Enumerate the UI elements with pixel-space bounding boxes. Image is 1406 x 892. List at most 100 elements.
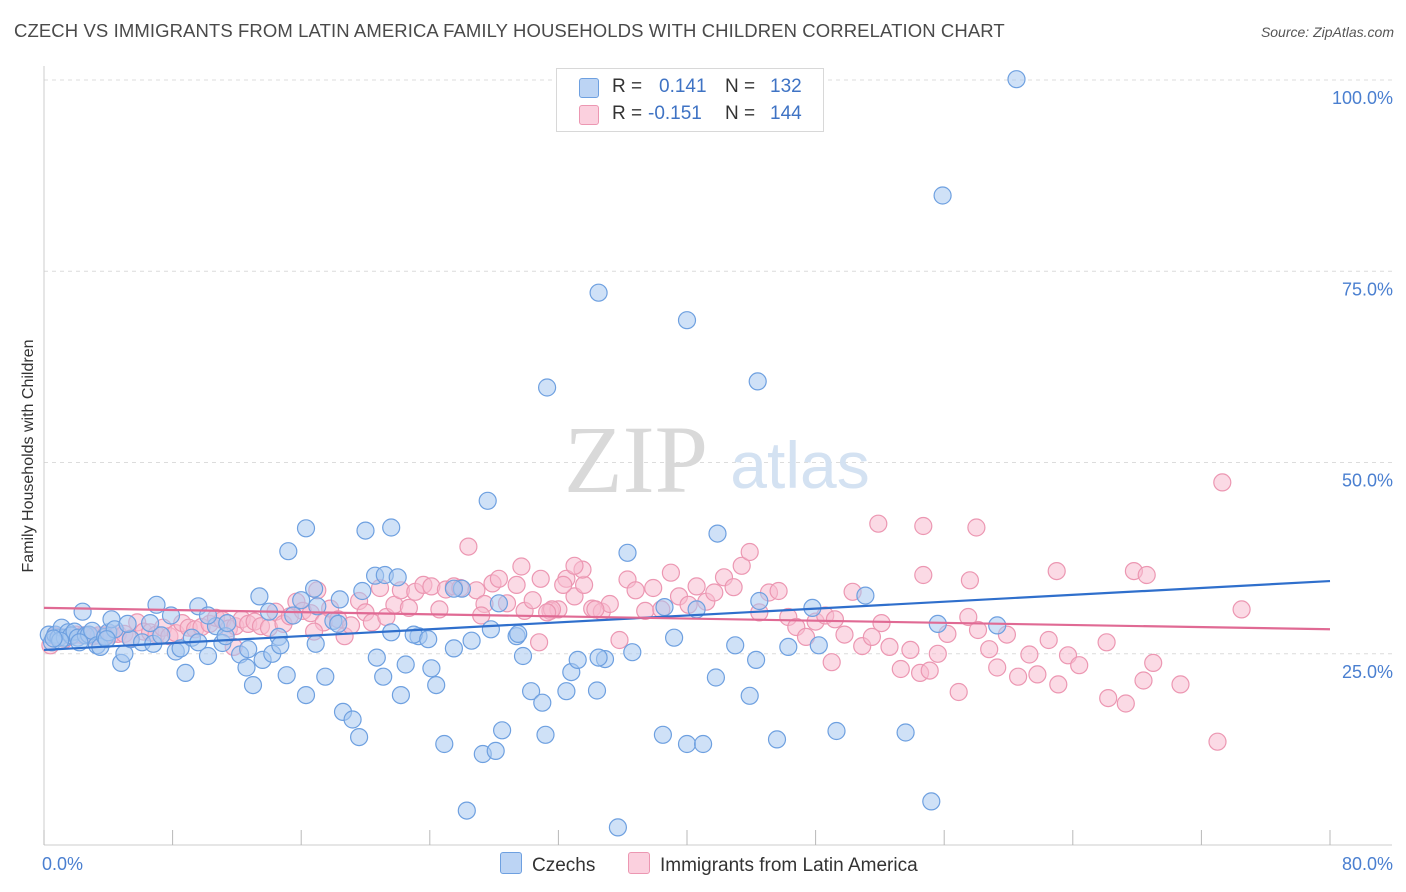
data-point-latin-america xyxy=(1208,732,1227,751)
data-point-czechs xyxy=(382,518,401,537)
data-point-latin-america xyxy=(1099,688,1118,708)
data-point-czechs xyxy=(827,721,846,741)
y-tick-label: 25.0% xyxy=(1342,662,1393,682)
data-point-latin-america xyxy=(459,537,478,556)
bottom-legend-czechs: Czechs xyxy=(500,852,595,876)
data-point-czechs xyxy=(740,686,759,705)
bottom-legend-label-latin-america: Immigrants from Latin America xyxy=(660,855,918,876)
data-point-czechs xyxy=(726,636,745,655)
data-point-czechs xyxy=(292,591,311,610)
data-point-czechs xyxy=(608,818,628,837)
data-point-czechs xyxy=(481,620,500,639)
series-czechs-points xyxy=(39,70,1026,837)
data-point-latin-america xyxy=(661,563,681,582)
data-point-czechs xyxy=(356,521,375,540)
x-tick-label: 80.0% xyxy=(1342,854,1393,874)
data-point-latin-america xyxy=(1070,656,1089,675)
data-point-latin-america xyxy=(626,581,645,600)
data-point-czechs xyxy=(343,710,362,729)
trend-lines xyxy=(43,579,1331,652)
legend-r-value: 0.141 xyxy=(659,76,707,97)
bottom-legend-swatch-latin-america xyxy=(628,852,650,874)
y-axis-label: Family Households with Children xyxy=(20,339,37,573)
legend-n-value: 132 xyxy=(770,76,802,97)
data-point-czechs xyxy=(353,581,372,601)
data-point-czechs xyxy=(809,636,828,655)
data-point-latin-america xyxy=(1213,473,1232,492)
data-point-czechs xyxy=(427,675,446,695)
data-point-latin-america xyxy=(1097,633,1116,652)
data-point-czechs xyxy=(70,633,89,652)
data-point-czechs xyxy=(97,630,116,649)
data-point-czechs xyxy=(374,667,393,686)
data-point-czechs xyxy=(589,648,608,667)
data-point-latin-america xyxy=(740,542,759,562)
data-point-latin-america xyxy=(928,644,947,663)
data-point-czechs xyxy=(350,727,369,747)
data-point-czechs xyxy=(486,741,505,761)
data-point-latin-america xyxy=(687,577,706,596)
data-point-czechs xyxy=(316,667,335,686)
data-point-latin-america xyxy=(1171,675,1190,694)
data-point-czechs xyxy=(435,734,454,754)
data-point-czechs xyxy=(750,591,769,611)
data-point-czechs xyxy=(677,734,697,754)
gridlines xyxy=(44,79,1392,655)
data-point-czechs xyxy=(748,372,767,391)
data-point-czechs xyxy=(557,682,576,701)
data-point-czechs xyxy=(237,658,256,677)
data-point-czechs xyxy=(677,311,697,330)
data-point-czechs xyxy=(330,590,349,609)
data-point-latin-america xyxy=(862,627,882,647)
data-point-czechs xyxy=(176,663,195,683)
data-point-latin-america xyxy=(724,578,743,597)
data-point-czechs xyxy=(533,693,552,712)
data-point-czechs xyxy=(388,568,407,587)
data-point-latin-america xyxy=(914,565,933,585)
data-point-czechs xyxy=(478,491,497,510)
legend-r-key: R = xyxy=(612,76,643,97)
data-point-czechs xyxy=(922,792,941,811)
data-point-czechs xyxy=(536,725,555,744)
data-point-latin-america xyxy=(1039,630,1058,650)
data-point-latin-america xyxy=(531,569,550,588)
data-point-latin-america xyxy=(732,556,751,575)
data-point-latin-america xyxy=(980,640,999,659)
legend-n-key: N = xyxy=(725,76,756,97)
data-point-czechs xyxy=(856,586,875,605)
data-point-latin-america xyxy=(872,613,891,633)
data-point-latin-america xyxy=(1049,675,1068,694)
data-point-czechs xyxy=(537,378,557,397)
data-point-czechs xyxy=(521,682,541,701)
data-point-czechs xyxy=(391,685,410,705)
data-point-czechs xyxy=(896,723,915,742)
data-point-latin-america xyxy=(869,514,888,533)
data-point-czechs xyxy=(250,587,269,606)
data-point-latin-america xyxy=(914,516,933,536)
data-point-latin-america xyxy=(959,607,978,627)
data-point-czechs xyxy=(277,666,296,685)
data-point-latin-america xyxy=(1134,671,1153,690)
legend-swatch-latin-america xyxy=(579,105,599,125)
data-point-latin-america xyxy=(769,581,788,601)
data-point-czechs xyxy=(271,636,290,655)
data-point-latin-america xyxy=(1116,694,1135,713)
source-label: Source: ZipAtlas.com xyxy=(1260,24,1394,40)
data-point-czechs xyxy=(693,734,713,754)
data-point-latin-america xyxy=(988,658,1007,677)
data-point-latin-america xyxy=(1028,665,1047,684)
data-point-latin-america xyxy=(489,569,508,588)
data-point-latin-america xyxy=(1008,667,1028,686)
data-point-latin-america xyxy=(644,578,663,598)
data-point-latin-america xyxy=(610,630,629,650)
data-point-latin-america xyxy=(960,571,980,590)
data-point-czechs xyxy=(198,646,218,666)
data-point-latin-america xyxy=(523,591,542,610)
data-point-czechs xyxy=(284,606,303,625)
data-point-latin-america xyxy=(901,640,920,660)
bottom-legend-label-czechs: Czechs xyxy=(532,855,596,876)
data-point-czechs xyxy=(589,283,608,302)
data-point-czechs xyxy=(767,730,787,749)
data-point-czechs xyxy=(444,639,463,658)
data-point-czechs xyxy=(933,186,952,205)
